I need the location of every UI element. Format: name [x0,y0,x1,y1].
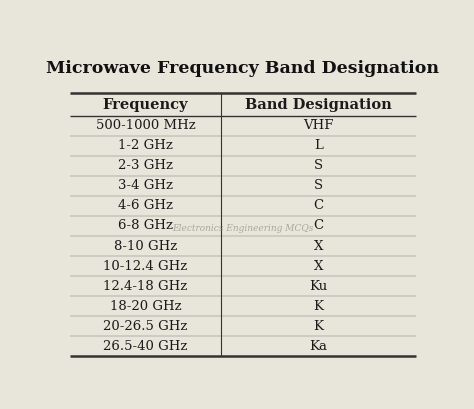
Text: Electronics Engineering MCQs: Electronics Engineering MCQs [172,224,314,233]
Text: 500-1000 MHz: 500-1000 MHz [96,119,195,133]
Text: S: S [314,180,323,192]
Text: L: L [314,139,323,153]
Text: S: S [314,160,323,173]
Text: Ka: Ka [309,339,327,353]
Text: K: K [313,319,323,333]
Text: K: K [313,299,323,312]
Text: C: C [313,220,323,232]
Text: 12.4-18 GHz: 12.4-18 GHz [103,280,188,292]
Text: 8-10 GHz: 8-10 GHz [114,240,177,252]
Text: Microwave Frequency Band Designation: Microwave Frequency Band Designation [46,60,439,77]
Text: 2-3 GHz: 2-3 GHz [118,160,173,173]
Text: 1-2 GHz: 1-2 GHz [118,139,173,153]
Text: 10-12.4 GHz: 10-12.4 GHz [103,260,188,272]
Text: Band Designation: Band Designation [245,97,392,112]
Text: 4-6 GHz: 4-6 GHz [118,200,173,212]
Text: X: X [313,240,323,252]
Text: Ku: Ku [309,280,328,292]
Text: 6-8 GHz: 6-8 GHz [118,220,173,232]
Text: 26.5-40 GHz: 26.5-40 GHz [103,339,188,353]
Text: VHF: VHF [303,119,333,133]
Text: C: C [313,200,323,212]
Text: 20-26.5 GHz: 20-26.5 GHz [103,319,188,333]
Text: 3-4 GHz: 3-4 GHz [118,180,173,192]
Text: Frequency: Frequency [103,97,188,112]
Text: 18-20 GHz: 18-20 GHz [110,299,182,312]
Text: X: X [313,260,323,272]
